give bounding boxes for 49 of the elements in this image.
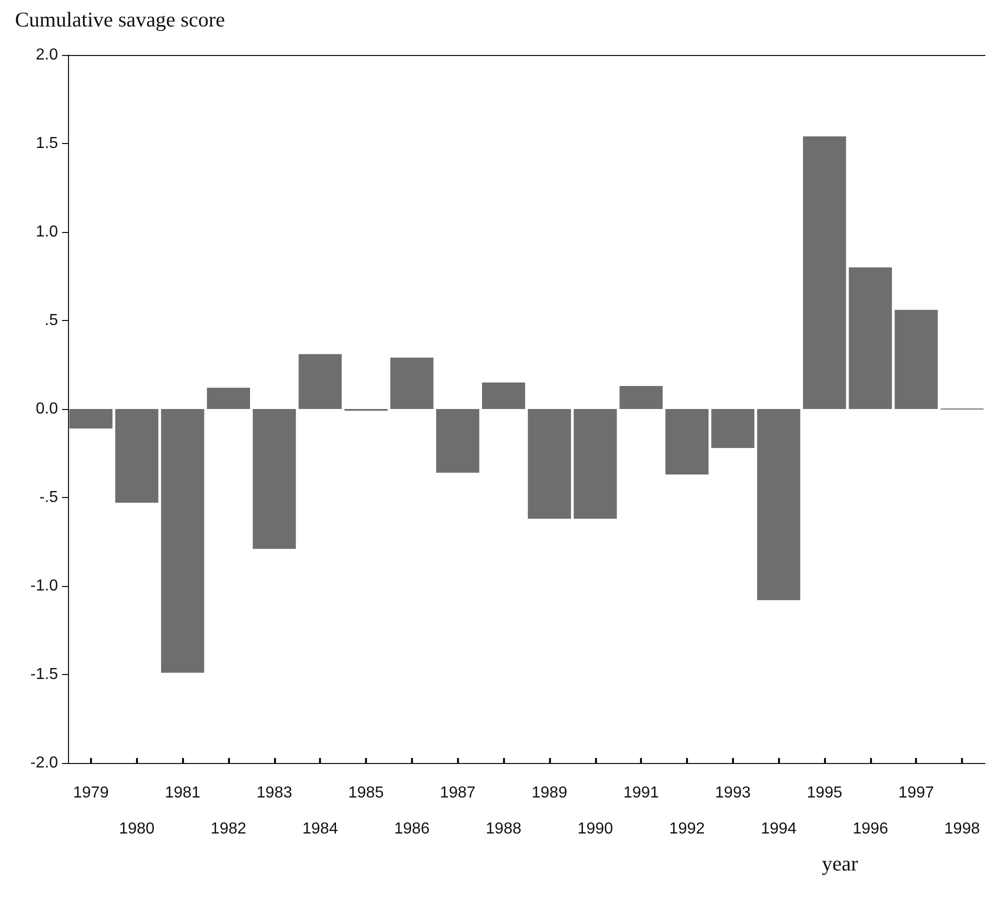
x-tick-label: 1987 (440, 784, 476, 802)
bar (115, 409, 158, 503)
bar (390, 358, 434, 409)
bar (848, 267, 892, 409)
x-tick-label: 1983 (256, 784, 292, 802)
y-tick-label: -1.5 (30, 666, 58, 683)
x-tick-label: 1986 (394, 820, 430, 838)
y-tick-label: -1.0 (30, 578, 58, 594)
bar (298, 354, 342, 409)
x-tick-label: 1993 (715, 784, 751, 802)
bar (802, 136, 846, 409)
x-tick-label: 1990 (577, 820, 614, 838)
x-tick-label: 1994 (760, 820, 797, 838)
x-tick-label: 1989 (532, 784, 568, 802)
bar (161, 409, 204, 673)
x-axis-title: year (822, 852, 858, 876)
bar (757, 409, 800, 600)
bar (436, 409, 480, 473)
x-tick-label: 1985 (348, 784, 384, 802)
x-tick-label: 1991 (623, 784, 660, 802)
x-tick-label: 1996 (852, 820, 888, 838)
x-tick-label: 1979 (73, 784, 109, 802)
bar (620, 386, 663, 409)
bar (69, 409, 112, 428)
y-tick-label: 1.0 (36, 224, 58, 240)
y-tick-label: 2.0 (36, 46, 58, 64)
bar (894, 310, 938, 409)
x-tick-label: 1981 (164, 784, 201, 802)
x-tick-label: 1995 (806, 784, 842, 802)
y-tick-label: 0.0 (36, 400, 58, 418)
y-tick-label: -2.0 (30, 754, 58, 772)
x-tick-label: 1982 (210, 820, 246, 838)
x-tick-label: 1997 (898, 784, 934, 802)
bar (252, 409, 296, 549)
x-tick-label: 1992 (669, 820, 705, 838)
bar (665, 409, 709, 474)
x-tick-label: 1984 (302, 820, 338, 838)
y-axis-title: Cumulative savage score (15, 8, 225, 32)
bar (574, 409, 617, 519)
y-tick-label: -.5 (39, 489, 58, 506)
x-tick-label: 1998 (944, 820, 980, 838)
x-tick-label: 1980 (118, 820, 155, 838)
bar (711, 409, 754, 448)
y-tick-label: 1.5 (36, 135, 58, 152)
bar (206, 388, 250, 409)
bar (528, 409, 571, 519)
x-tick-label: 1988 (486, 820, 522, 838)
y-tick-label: .5 (44, 312, 58, 329)
bar (482, 382, 526, 409)
